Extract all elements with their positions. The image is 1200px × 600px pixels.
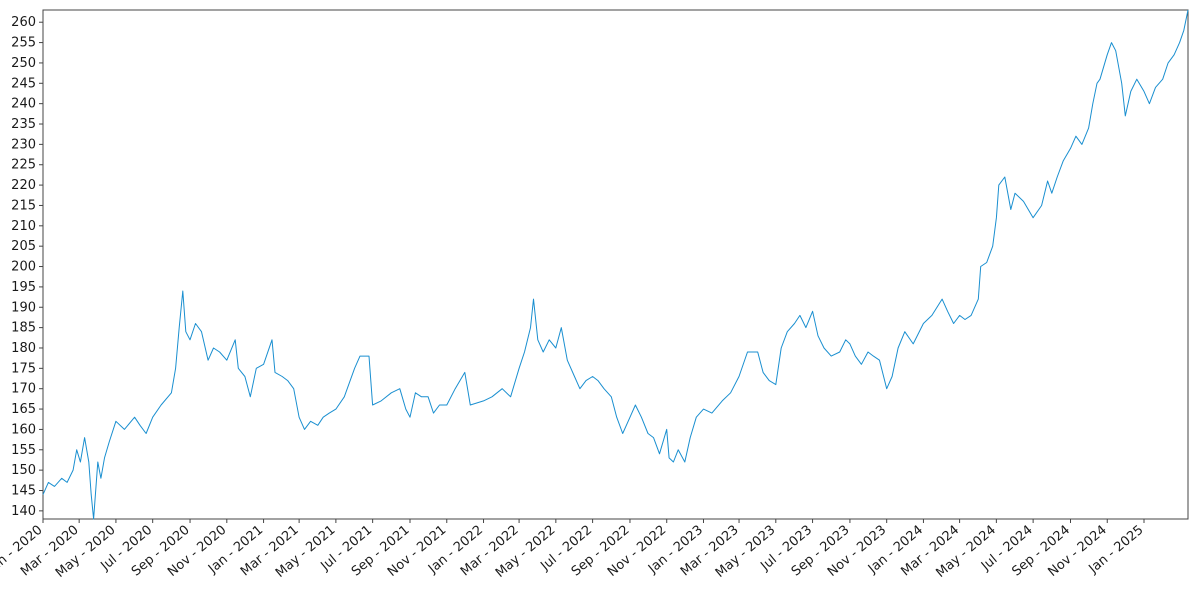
y-tick-label: 195 — [11, 280, 36, 295]
y-tick-label: 160 — [11, 422, 36, 437]
y-tick-label: 175 — [11, 361, 36, 376]
y-tick-label: 185 — [11, 321, 36, 336]
y-tick-label: 240 — [11, 97, 36, 112]
y-tick-label: 250 — [11, 56, 36, 71]
y-tick-label: 260 — [11, 15, 36, 30]
y-tick-label: 165 — [11, 402, 36, 417]
y-tick-label: 220 — [11, 178, 36, 193]
y-tick-label: 180 — [11, 341, 36, 356]
series-layer — [42, 9, 1189, 520]
y-tick-label: 150 — [11, 463, 36, 478]
y-tick-label: 170 — [11, 382, 36, 397]
y-tick-label: 190 — [11, 300, 36, 315]
y-tick-label: 225 — [11, 158, 36, 173]
y-tick-label: 245 — [11, 76, 36, 91]
plot-area — [42, 9, 1189, 520]
y-tick-label: 140 — [11, 504, 36, 519]
y-tick-label: 215 — [11, 198, 36, 213]
series-line — [42, 9, 1189, 520]
y-tick-label: 155 — [11, 443, 36, 458]
y-tick-label: 255 — [11, 36, 36, 51]
y-tick-label: 205 — [11, 239, 36, 254]
y-tick-label: 235 — [11, 117, 36, 132]
y-tick-label: 210 — [11, 219, 36, 234]
y-axis: 140 145 150 155 160 165 170 175 180 185 190 195 200 2… — [11, 15, 43, 519]
y-tick-label: 145 — [11, 483, 36, 498]
y-tick-label: 230 — [11, 137, 36, 152]
y-tick-label: 200 — [11, 260, 36, 275]
